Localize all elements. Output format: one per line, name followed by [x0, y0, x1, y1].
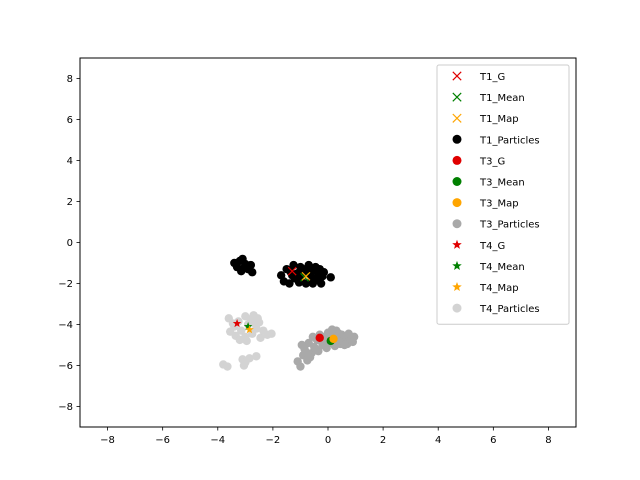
- t4-particles-point: [223, 362, 232, 371]
- x-tick-label: 4: [435, 435, 441, 446]
- t1-particles-point: [239, 263, 249, 273]
- legend-marker-t1-mean: [452, 92, 462, 102]
- legend: T1_G T1_Mean T1_Map T1_Particles T3_G T3_Mean…: [436, 64, 570, 325]
- legend-label-t1-g: T1_G: [479, 72, 505, 83]
- legend-marker-t4-mean: [452, 260, 462, 270]
- t1-map-point: [301, 271, 311, 281]
- x-tick-label: −4: [210, 435, 225, 446]
- t3-particles-point: [311, 344, 320, 354]
- t4-particles-point: [237, 326, 246, 335]
- t4-particles-point: [253, 314, 262, 323]
- t3-particles-point: [297, 340, 307, 350]
- y-tick-label: −8: [58, 402, 73, 413]
- legend-label-t4-mean: T4_Mean: [479, 262, 525, 273]
- t1-particles-point: [285, 279, 294, 288]
- y-tick-label: −6: [58, 361, 73, 372]
- t3-g-point: [315, 333, 324, 343]
- t4-g-point: [232, 318, 242, 328]
- legend-marker-t1-g: [452, 71, 462, 81]
- t4-mean-point: [243, 322, 253, 331]
- t4-particles-point: [235, 335, 245, 345]
- x-tick-label: 8: [545, 435, 551, 446]
- x-tick-label: 6: [490, 435, 496, 446]
- y-tick-label: −4: [58, 320, 73, 331]
- y-tick-label: 2: [67, 197, 73, 208]
- y-tick-label: 6: [67, 115, 73, 126]
- legend-label-t4-map: T4_Map: [479, 283, 519, 294]
- legend-marker-t4-g: [452, 239, 462, 249]
- y-tick-label: 4: [67, 156, 73, 167]
- legend-label-t3-particles: T3_Particles: [479, 220, 540, 231]
- y-axis: −8 −6 −4 −2 0 2 4 6 8: [58, 74, 80, 413]
- t1-particles-point: [305, 265, 315, 275]
- legend-marker-t4-map: [452, 282, 462, 292]
- legend-label-t3-map: T3_Map: [479, 199, 519, 210]
- t3-particles-point: [340, 340, 349, 350]
- y-tick-label: 8: [67, 74, 73, 85]
- data-points: [219, 254, 359, 371]
- legend-marker-t4-particles: [452, 303, 462, 313]
- legend-marker-t3-mean: [452, 177, 462, 186]
- legend-marker-t3-g: [452, 155, 462, 165]
- t3-particles-point: [296, 362, 305, 371]
- t3-particles-point: [344, 329, 353, 338]
- t3-map-point: [329, 334, 338, 344]
- t4-particles-point: [242, 336, 251, 346]
- x-tick-label: 2: [380, 435, 386, 446]
- t1-g-point: [287, 266, 297, 276]
- t4-particles-point: [267, 329, 276, 338]
- t4-particles-point: [256, 333, 265, 343]
- legend-label-t1-mean: T1_Mean: [479, 93, 525, 104]
- t3-particles-point: [334, 329, 344, 338]
- y-tick-label: −2: [58, 279, 73, 290]
- y-tick-label: 0: [67, 238, 73, 249]
- t3-particles-point: [301, 347, 311, 357]
- x-tick-label: 0: [325, 435, 331, 446]
- legend-box: [436, 64, 570, 325]
- t1-particles-point: [319, 268, 329, 277]
- legend-label-t3-mean: T3_Mean: [479, 178, 525, 189]
- legend-label-t4-g: T4_G: [479, 241, 505, 252]
- legend-marker-t3-particles: [452, 219, 462, 229]
- legend-marker-t1-particles: [452, 134, 462, 144]
- x-tick-label: −2: [266, 435, 281, 446]
- x-tick-label: −6: [155, 435, 170, 446]
- t4-map-point: [245, 325, 254, 334]
- t4-particles-point: [252, 352, 261, 361]
- legend-label-t1-map: T1_Map: [479, 114, 519, 125]
- t4-particles-point: [245, 354, 254, 363]
- t1-particles-point: [326, 273, 335, 282]
- t1-particles-point: [316, 279, 326, 288]
- t1-particles-point: [248, 268, 257, 277]
- t3-particles-point: [327, 325, 337, 334]
- legend-label-t1-particles: T1_Particles: [479, 135, 540, 146]
- legend-label-t4-particles: T4_Particles: [479, 304, 540, 315]
- t1-particles-point: [246, 260, 256, 270]
- x-axis: −8 −6 −4 −2 0 2 4 6 8: [100, 427, 552, 446]
- legend-label-t3-g: T3_G: [479, 156, 505, 167]
- x-tick-label: −8: [100, 435, 115, 446]
- legend-marker-t1-map: [452, 113, 462, 123]
- legend-marker-t3-map: [452, 198, 462, 208]
